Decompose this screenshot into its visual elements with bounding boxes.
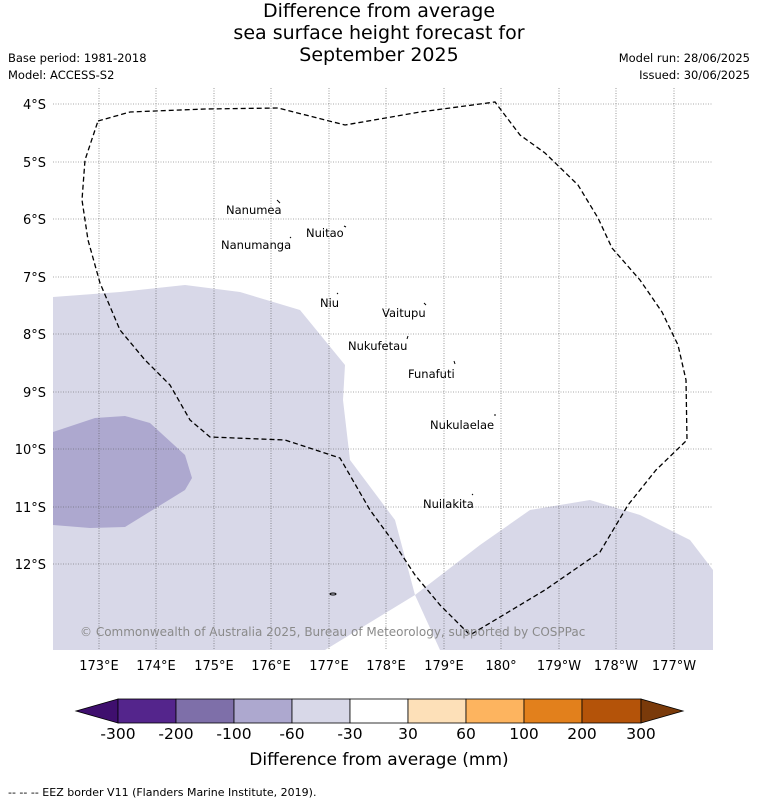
anomaly-region-light-southeast — [415, 500, 713, 650]
lat-label-8s: 8°S — [23, 328, 46, 343]
issued-date: Issued: 30/06/2025 — [639, 68, 750, 82]
map-title: Difference from average sea surface heig… — [0, 0, 758, 66]
colorbar-title: Difference from average (mm) — [249, 750, 509, 770]
colorbar-tick: -200 — [158, 725, 194, 743]
copyright-notice: © Commonwealth of Australia 2025, Bureau… — [80, 625, 585, 639]
lat-gridlines — [53, 103, 713, 565]
colorbar-tick: -100 — [216, 725, 252, 743]
colorbar-tick: 60 — [456, 725, 476, 743]
lon-label-173e: 173°E — [79, 659, 119, 674]
lon-label-176e: 176°E — [251, 659, 291, 674]
lon-label-177w: 177°W — [652, 659, 696, 674]
island-label-nanumanga: Nanumanga — [221, 238, 291, 252]
island-nuilakita-marker — [471, 493, 474, 496]
island-label-vaitupu: Vaitupu — [382, 306, 426, 320]
eez-legend-note: -- -- -- EEZ border V11 (Flanders Marine… — [8, 786, 317, 799]
lat-label-7s: 7°S — [23, 271, 46, 286]
island-nukufetau-marker — [406, 335, 409, 340]
colorbar-bin-1 — [117, 698, 177, 724]
colorbar-tick: 100 — [509, 725, 539, 743]
colorbar-bin-9 — [581, 698, 642, 724]
eez-border — [81, 101, 688, 636]
lat-label-5s: 5°S — [23, 156, 46, 171]
small-island-south — [329, 592, 337, 596]
lon-gridlines — [98, 88, 675, 650]
colorbar-bin-5 — [349, 698, 409, 724]
colorbar-bin-6 — [407, 698, 467, 724]
colorbar-tick: 300 — [626, 725, 656, 743]
island-vaitupu-marker — [423, 302, 427, 306]
colorbar — [74, 698, 685, 724]
colorbar-tick: 200 — [567, 725, 597, 743]
island-markers — [276, 199, 496, 596]
colorbar-bin-8 — [523, 698, 583, 724]
island-label-niu: Niu — [320, 296, 339, 310]
island-niu-marker — [336, 292, 339, 295]
anomaly-region-medium-west — [53, 416, 192, 528]
colorbar-tick: -30 — [337, 725, 363, 743]
island-label-nuilakita: Nuilakita — [423, 497, 474, 511]
island-label-nuitao: Nuitao — [306, 226, 344, 240]
lat-label-11s: 11°S — [15, 501, 46, 516]
lon-label-178w: 178°W — [594, 659, 638, 674]
colorbar-bin-7 — [465, 698, 525, 724]
lat-label-6s: 6°S — [23, 213, 46, 228]
colorbar-tick: 30 — [398, 725, 418, 743]
island-nanumea-marker — [276, 199, 281, 204]
lat-label-10s: 10°S — [15, 443, 46, 458]
island-nuitao-marker — [343, 225, 347, 228]
island-label-funafuti: Funafuti — [408, 367, 455, 381]
lon-label-180: 180° — [485, 659, 516, 674]
lon-label-179e: 179°E — [424, 659, 464, 674]
lat-label-9s: 9°S — [23, 386, 46, 401]
title-line-1: Difference from average — [262, 0, 496, 22]
colorbar-extend-low — [74, 698, 119, 724]
lon-label-174e: 174°E — [136, 659, 176, 674]
colorbar-tick-labels: -300 -200 -100 -60 -30 30 60 100 200 300 — [0, 725, 758, 745]
colorbar-bin-4 — [291, 698, 351, 724]
lat-label-12s: 12°S — [15, 558, 46, 573]
island-label-nukufetau: Nukufetau — [348, 339, 407, 353]
colorbar-bin-3 — [233, 698, 293, 724]
colorbar-bin-2 — [175, 698, 235, 724]
model-run: Model run: 28/06/2025 — [618, 51, 750, 65]
meta-right: Model run: 28/06/2025 Issued: 30/06/2025 — [619, 50, 750, 84]
model-name: Model: ACCESS-S2 — [8, 68, 115, 82]
lon-label-175e: 175°E — [194, 659, 234, 674]
meta-left: Base period: 1981-2018 Model: ACCESS-S2 — [8, 50, 147, 84]
anomaly-region-light-west — [53, 285, 415, 650]
title-line-2: sea surface height forecast for — [233, 22, 525, 44]
lon-label-178e: 178°E — [366, 659, 406, 674]
title-line-3: September 2025 — [299, 44, 459, 66]
lon-label-179w: 179°W — [537, 659, 581, 674]
colorbar-tick: -60 — [279, 725, 305, 743]
base-period: Base period: 1981-2018 — [8, 51, 147, 65]
lon-label-177e: 177°E — [309, 659, 349, 674]
colorbar-tick: -300 — [100, 725, 136, 743]
island-nanumanga-marker — [289, 236, 292, 239]
colorbar-extend-high — [640, 698, 685, 724]
island-label-nanumea: Nanumea — [226, 203, 282, 217]
island-label-nukulaelae: Nukulaelae — [430, 418, 494, 432]
island-funafuti-marker — [453, 360, 456, 365]
lat-label-4s: 4°S — [23, 98, 46, 113]
